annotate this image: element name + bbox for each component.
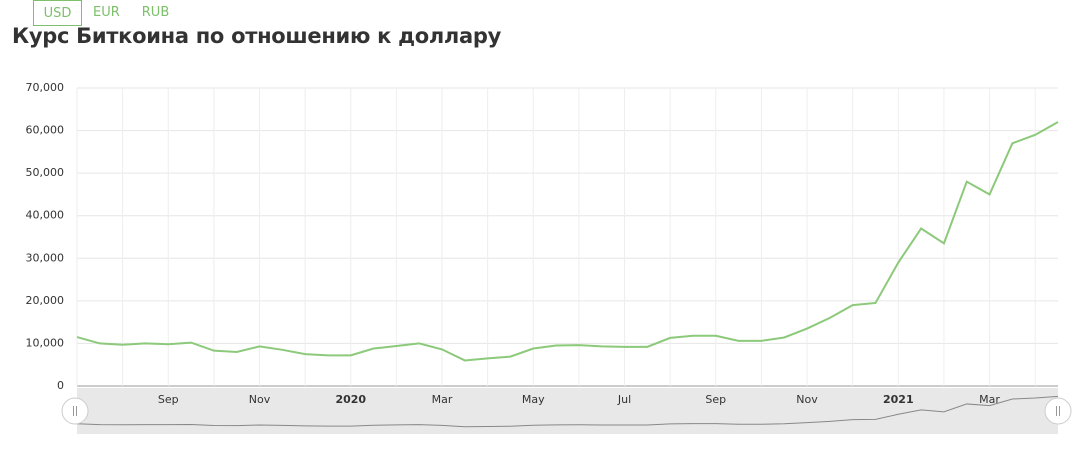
tab-rub[interactable]: RUB — [141, 5, 170, 20]
x-tick-label: Mar — [432, 393, 453, 406]
y-tick-label: 40,000 — [26, 209, 65, 222]
x-tick-label: Sep — [705, 393, 726, 406]
navigator-handle[interactable] — [61, 397, 89, 425]
y-tick-label: 60,000 — [26, 124, 65, 137]
price-line — [76, 121, 1059, 362]
chart-title: Курс Биткоина по отношению к доллару — [12, 24, 502, 48]
x-tick-label: Mar — [979, 393, 1000, 406]
x-tick-label: Nov — [249, 393, 271, 406]
x-tick-label: 2021 — [883, 393, 914, 406]
navigator-handle[interactable] — [1044, 397, 1072, 425]
tab-eur[interactable]: EUR — [93, 5, 120, 20]
tab-usd[interactable]: USD — [33, 0, 82, 26]
x-tick-label: Nov — [796, 393, 818, 406]
x-tick-label: 2020 — [335, 393, 366, 406]
y-tick-label: 10,000 — [26, 336, 65, 349]
currency-tabs: USD EUR RUB — [33, 0, 180, 26]
y-tick-label: 0 — [57, 379, 64, 392]
y-tick-label: 70,000 — [26, 81, 65, 94]
navigator-bg — [77, 388, 1058, 434]
x-tick-label: Sep — [158, 393, 179, 406]
y-tick-label: 20,000 — [26, 294, 65, 307]
x-tick-label: May — [522, 393, 545, 406]
x-tick-label: Jul — [617, 393, 631, 406]
y-tick-label: 50,000 — [26, 166, 65, 179]
navigator-line — [76, 395, 1059, 428]
y-tick-label: 30,000 — [26, 251, 65, 264]
